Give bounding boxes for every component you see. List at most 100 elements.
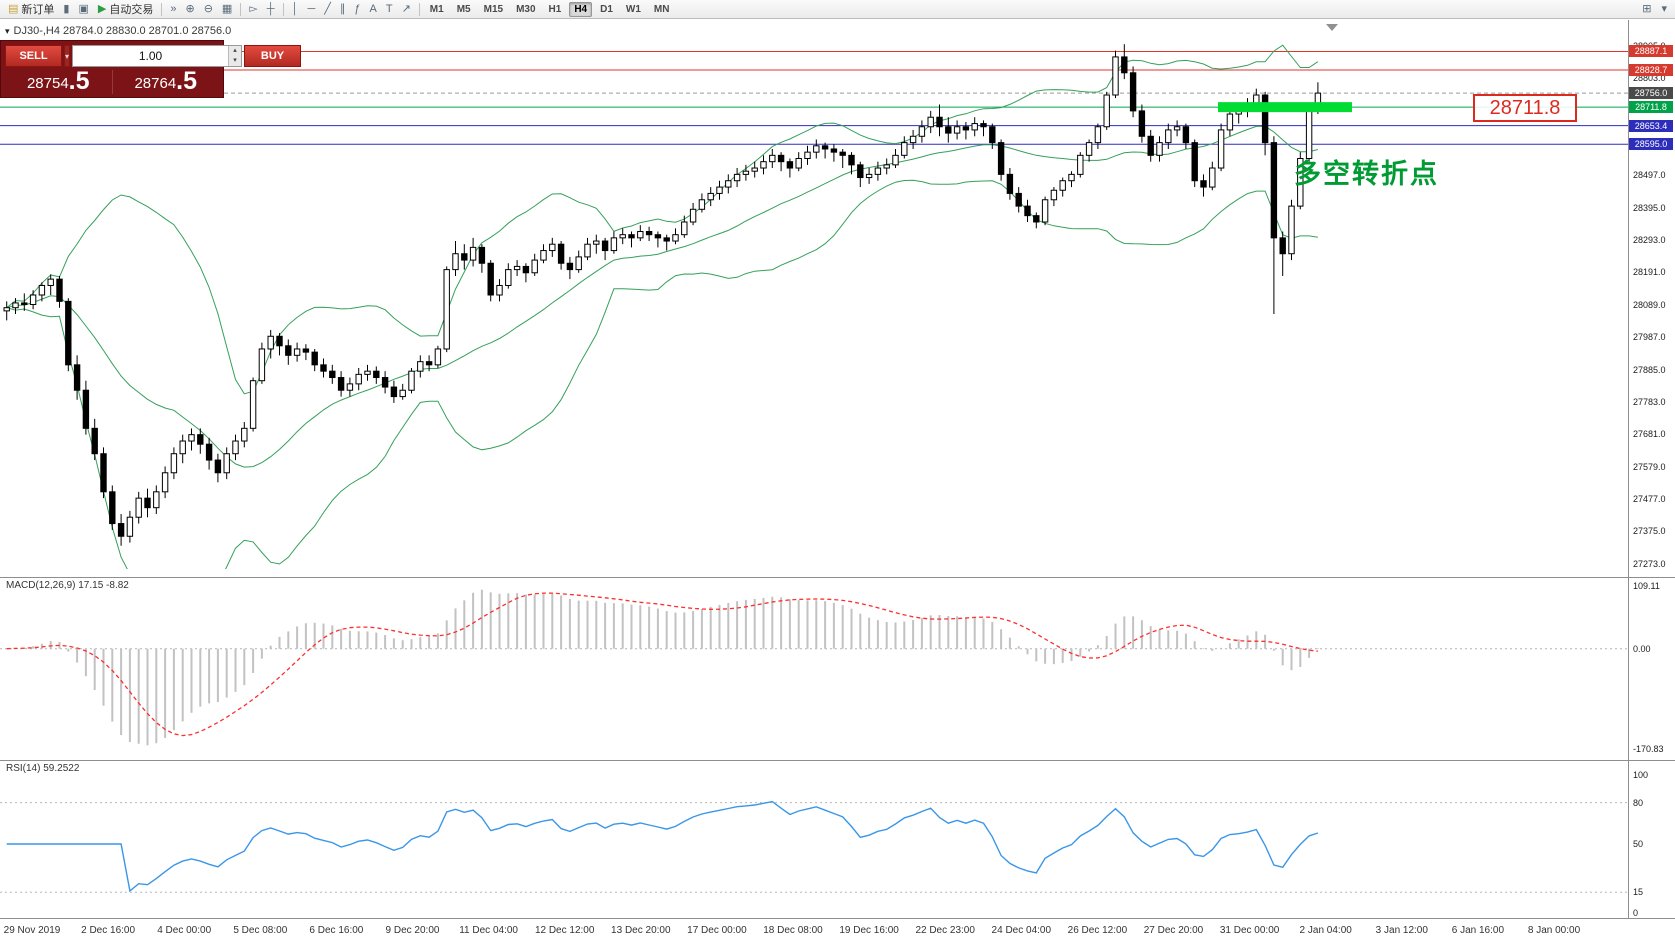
volume-up-button[interactable]: ▴ — [233, 47, 237, 54]
chart-window-button[interactable]: ▣ — [74, 1, 92, 17]
toolbar: ▤ 新订单 ▮ ▣ ▶ 自动交易 » ⊕ ⊖ ▦ ▻ ┼ │ ─ ╱ ∥ ƒ A T ↗ M1 M5 M15 M30 H1 H4 D… — [0, 0, 1675, 19]
equidistant-channel-button[interactable]: ∥ — [336, 1, 350, 17]
timeframe-m5-button[interactable]: M5 — [456, 3, 471, 15]
vertical-line-button[interactable]: │ — [288, 1, 303, 17]
buy-button[interactable]: BUY — [244, 45, 302, 67]
buy-price-main: 28764 — [134, 75, 177, 92]
toolbar-separator — [240, 2, 242, 16]
timeframe-h1-button[interactable]: H1 — [548, 3, 562, 15]
rsi-axis-label: 100 — [1633, 770, 1649, 780]
chart-ohlc-text: DJ30-,H4 28784.0 28830.0 28701.0 28756.0 — [13, 25, 232, 37]
auto-trading-button[interactable]: ▶ 自动交易 — [94, 1, 157, 17]
price-axis-label: 27579.0 — [1633, 461, 1666, 472]
price-axis-label: 27681.0 — [1633, 429, 1666, 440]
new-order-button[interactable]: ▤ 新订单 — [4, 1, 58, 17]
tile-windows-icon: ▦ — [221, 3, 233, 15]
zoom-out-button[interactable]: ⊖ — [200, 1, 217, 17]
new-window-icon: ⊞ — [1642, 3, 1652, 15]
time-axis-label: 12 Dec 12:00 — [534, 925, 595, 936]
time-axis-label: 3 Jan 12:00 — [1375, 925, 1428, 936]
crosshair-button[interactable]: ┼ — [263, 1, 279, 17]
time-axis-label: 31 Dec 00:00 — [1219, 925, 1280, 936]
rsi-indicator-label: RSI(14) 59.2522 — [6, 763, 80, 774]
time-axis-label: 19 Dec 16:00 — [839, 925, 899, 936]
turning-point-annotation[interactable]: 多空转折点 — [1294, 159, 1439, 189]
rsi-axis-label: 0 — [1633, 908, 1639, 918]
price-axis-label: 27375.0 — [1633, 526, 1666, 537]
text-label-icon: T — [385, 3, 393, 15]
price-axis-label: 27885.0 — [1633, 364, 1666, 375]
more-tools-button[interactable]: ▾ — [1657, 1, 1671, 17]
time-axis-label: 29 Nov 2019 — [3, 925, 61, 936]
sell-price[interactable]: 28754.5 — [5, 69, 112, 94]
timeframe-m30-button[interactable]: M30 — [516, 3, 536, 15]
price-axis-label: 28191.0 — [1633, 267, 1666, 278]
zoom-out-icon: ⊖ — [203, 3, 213, 15]
time-axis-label: 22 Dec 23:00 — [915, 925, 975, 936]
time-axis-label: 4 Dec 00:00 — [157, 925, 212, 936]
more-tools-icon: ▾ — [1661, 3, 1667, 15]
price-axis-label: 27273.0 — [1633, 558, 1666, 569]
timeframe-m1-button[interactable]: M1 — [429, 3, 444, 15]
tile-windows-button[interactable]: ▦ — [218, 1, 236, 17]
timeframe-mn-button[interactable]: MN — [653, 3, 670, 15]
chart-ohlc-line: ▾ DJ30-,H4 28784.0 28830.0 28701.0 28756.… — [5, 25, 231, 37]
price-scale[interactable]: 28905.028803.028497.028395.028293.028191… — [1628, 19, 1675, 920]
time-axis-label: 24 Dec 04:00 — [991, 925, 1052, 936]
fibonacci-icon: ƒ — [354, 3, 361, 15]
fibonacci-button[interactable]: ƒ — [350, 1, 364, 17]
timeframe-d1-button[interactable]: D1 — [600, 3, 613, 15]
equidistant-channel-icon: ∥ — [339, 3, 346, 15]
time-axis-label: 2 Dec 16:00 — [81, 925, 136, 936]
sell-button[interactable]: SELL — [5, 45, 62, 67]
rsi-axis-label: 15 — [1633, 887, 1644, 898]
macd-axis-min: -170.83 — [1633, 744, 1664, 754]
chart-window-icon: ▣ — [78, 3, 89, 15]
chart-candles-button[interactable]: ▮ — [59, 1, 73, 17]
horizontal-line-button[interactable]: ─ — [303, 1, 319, 17]
volume-spinner: ▴ ▾ — [228, 46, 242, 66]
one-click-collapse-icon[interactable]: ▾ — [5, 26, 10, 36]
macd-axis-zero: 0.00 — [1633, 643, 1651, 654]
time-axis-label: 11 Dec 04:00 — [459, 925, 518, 936]
zoom-in-icon: ⊕ — [185, 3, 195, 15]
volume-input[interactable] — [73, 46, 229, 66]
price-tag-28887.1: 28887.1 — [1629, 45, 1673, 58]
price-level-annotation[interactable]: 28711.8 — [1473, 94, 1577, 122]
arrows-button[interactable]: ↗ — [398, 1, 415, 17]
text-button[interactable]: A — [366, 1, 381, 17]
zoom-in-button[interactable]: ⊕ — [181, 1, 198, 17]
macd-axis-max: 109.11 — [1633, 581, 1660, 591]
buy-price[interactable]: 28764.5 — [111, 69, 220, 94]
cursor-button[interactable]: ▻ — [245, 1, 261, 17]
timeframe-m15-button[interactable]: M15 — [483, 3, 504, 15]
time-axis-label: 13 Dec 20:00 — [611, 925, 671, 936]
time-axis-label: 2 Jan 04:00 — [1299, 925, 1352, 936]
vertical-line-icon: │ — [291, 3, 299, 15]
time-axis-label: 8 Jan 00:00 — [1527, 925, 1581, 936]
trendline-button[interactable]: ╱ — [320, 1, 335, 17]
horizontal-line-icon: ─ — [307, 3, 316, 15]
one-click-trading-panel: SELL ▾ ▴ ▾ BUY 28754.5 28764.5 — [0, 40, 302, 98]
time-axis-label: 26 Dec 12:00 — [1067, 925, 1128, 936]
text-label-button[interactable]: T — [382, 1, 397, 17]
timeframe-h4-button[interactable]: H4 — [569, 1, 593, 17]
time-axis-label: 17 Dec 00:00 — [687, 925, 747, 936]
time-axis[interactable]: 29 Nov 2019 2 Dec 16:00 4 Dec 00:00 5 Dec 0… — [0, 918, 1628, 942]
time-axis-label: 27 Dec 20:00 — [1143, 925, 1204, 936]
price-axis-label: 27987.0 — [1633, 332, 1666, 343]
price-axis-label: 28497.0 — [1633, 170, 1666, 181]
volume-down-button[interactable]: ▾ — [233, 57, 237, 64]
order-options-dropdown[interactable]: ▾ — [64, 45, 71, 67]
macd-indicator-label: MACD(12,26,9) 17.15 -8.82 — [6, 580, 129, 591]
price-tag-28711.8: 28711.8 — [1629, 101, 1673, 114]
price-axis-label: 28395.0 — [1633, 202, 1666, 213]
time-axis-label: 6 Dec 16:00 — [309, 925, 364, 936]
timeframe-w1-button[interactable]: W1 — [625, 3, 641, 15]
auto-trading-label: 自动交易 — [109, 4, 154, 16]
scroll-to-end-button[interactable]: » — [166, 1, 180, 17]
new-window-button[interactable]: ⊞ — [1638, 1, 1655, 17]
trendline-icon: ╱ — [324, 3, 331, 15]
